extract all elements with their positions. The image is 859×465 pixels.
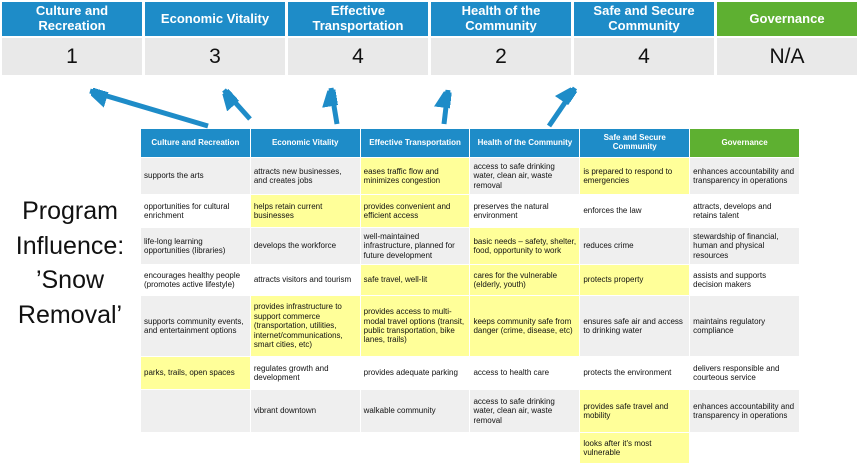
- matrix-cell: [141, 390, 250, 432]
- matrix-cell: provides convenient and efficient access: [360, 195, 470, 227]
- matrix-cell: helps retain current businesses: [250, 195, 360, 227]
- matrix-cell: well-maintained infrastructure, planned …: [360, 228, 470, 264]
- matrix-cell: walkable community: [360, 390, 470, 432]
- matrix-cell: provides adequate parking: [360, 357, 470, 389]
- program-label-line: Influence:: [15, 231, 125, 260]
- matrix-cell: reduces crime: [580, 228, 690, 264]
- score-economic-vitality: 3: [145, 38, 285, 75]
- banner-category-effective-transportation: Effective Transportation: [288, 2, 428, 36]
- matrix-cell: basic needs – safety, shelter, food, opp…: [470, 228, 580, 264]
- matrix-cell: ensures safe air and access to drinking …: [580, 296, 690, 356]
- matrix-cell: develops the workforce: [250, 228, 360, 264]
- matrix-cell: attracts new businesses, and creates job…: [250, 158, 360, 194]
- matrix-cell: regulates growth and development: [250, 357, 360, 389]
- matrix-cell: life-long learning opportunities (librar…: [141, 228, 250, 264]
- arrow-to-effective-transportation-icon: [331, 87, 340, 125]
- matrix-cell: access to safe drinking water, clean air…: [470, 158, 580, 194]
- matrix-cell: cares for the vulnerable (elderly, youth…: [470, 265, 580, 295]
- matrix-header-cell: Governance: [690, 129, 799, 157]
- matrix-cell: [470, 433, 580, 463]
- matrix-cell: maintains regulatory compliance: [690, 296, 799, 356]
- matrix-header-cell: Safe and Secure Community: [580, 129, 690, 157]
- matrix-header-cell: Effective Transportation: [360, 129, 470, 157]
- score-arrows: [60, 78, 660, 129]
- matrix-cell: protects the environment: [580, 357, 690, 389]
- program-influence-label: Program Influence: ’Snow Removal’: [0, 194, 140, 332]
- arrow-to-economic-vitality-icon: [224, 88, 252, 121]
- matrix-cell: [141, 433, 250, 463]
- matrix-cell: stewardship of financial, human and phys…: [690, 228, 799, 264]
- program-label-line: Removal’: [17, 300, 123, 329]
- arrow-to-health-of-community-icon: [444, 89, 448, 125]
- score-governance: N/A: [717, 38, 857, 75]
- matrix-cell: opportunities for cultural enrichment: [141, 195, 250, 227]
- matrix-cell: eases traffic flow and minimizes congest…: [360, 158, 470, 194]
- score-safe-secure-community: 4: [574, 38, 714, 75]
- matrix-cell: attracts visitors and tourism: [250, 265, 360, 295]
- matrix-cell: looks after it's most vulnerable: [580, 433, 690, 463]
- matrix-cell: access to health care: [470, 357, 580, 389]
- matrix-cell: parks, trails, open spaces: [141, 357, 250, 389]
- matrix-cell: enhances accountability and transparency…: [690, 390, 799, 432]
- matrix-cell: [360, 433, 470, 463]
- banner-category-health-of-community: Health of the Community: [431, 2, 571, 36]
- matrix-cell: [690, 433, 799, 463]
- score-culture-recreation: 1: [2, 38, 142, 75]
- score-banner: Culture and Recreation Economic Vitality…: [2, 2, 857, 75]
- score-effective-transportation: 4: [288, 38, 428, 75]
- matrix-cell: vibrant downtown: [250, 390, 360, 432]
- banner-category-economic-vitality: Economic Vitality: [145, 2, 285, 36]
- matrix-cell: provides infrastructure to support comme…: [250, 296, 360, 356]
- arrow-to-safe-secure-community-icon: [546, 88, 575, 128]
- matrix-cell: enhances accountability and transparency…: [690, 158, 799, 194]
- matrix-cell: provides access to multi-modal travel op…: [360, 296, 470, 356]
- matrix-header-cell: Health of the Community: [470, 129, 580, 157]
- matrix-cell: access to safe drinking water, clean air…: [470, 390, 580, 432]
- banner-category-safe-secure-community: Safe and Secure Community: [574, 2, 714, 36]
- matrix-cell: supports the arts: [141, 158, 250, 194]
- program-influence-matrix: Culture and Recreation Economic Vitality E…: [140, 128, 800, 464]
- matrix-cell: enforces the law: [580, 195, 690, 227]
- matrix-cell: delivers responsible and courteous servi…: [690, 357, 799, 389]
- banner-category-governance: Governance: [717, 2, 857, 36]
- matrix-cell: keeps community safe from danger (crime,…: [470, 296, 580, 356]
- matrix-cell: assists and supports decision makers: [690, 265, 799, 295]
- matrix-cell: supports community events, and entertain…: [141, 296, 250, 356]
- program-label-line: ’Snow: [35, 266, 105, 294]
- matrix-cell: protects property: [580, 265, 690, 295]
- matrix-header-cell: Economic Vitality: [250, 129, 360, 157]
- matrix-cell: attracts, develops and retains talent: [690, 195, 799, 227]
- matrix-cell: is prepared to respond to emergencies: [580, 158, 690, 194]
- program-label-line: Program: [22, 197, 118, 225]
- banner-category-culture-recreation: Culture and Recreation: [2, 2, 142, 36]
- matrix-cell: safe travel, well-lit: [360, 265, 470, 295]
- matrix-cell: preserves the natural environment: [470, 195, 580, 227]
- matrix-cell: encourages healthy people (promotes acti…: [141, 265, 250, 295]
- score-health-of-community: 2: [431, 38, 571, 75]
- matrix-cell: provides safe travel and mobility: [580, 390, 690, 432]
- matrix-header-cell: Culture and Recreation: [141, 129, 250, 157]
- arrow-to-culture-recreation-icon: [90, 91, 209, 129]
- matrix-cell: [250, 433, 360, 463]
